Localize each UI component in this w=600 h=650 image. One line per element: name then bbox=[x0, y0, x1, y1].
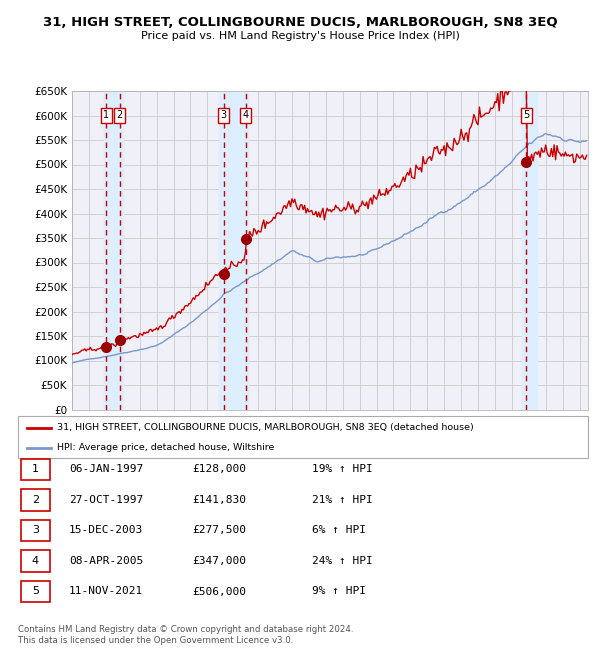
Text: 2: 2 bbox=[32, 495, 39, 505]
Text: 15-DEC-2003: 15-DEC-2003 bbox=[69, 525, 143, 536]
Text: 1: 1 bbox=[32, 464, 39, 474]
Text: 31, HIGH STREET, COLLINGBOURNE DUCIS, MARLBOROUGH, SN8 3EQ (detached house): 31, HIGH STREET, COLLINGBOURNE DUCIS, MA… bbox=[57, 423, 474, 432]
Text: 1: 1 bbox=[103, 111, 109, 120]
Text: 24% ↑ HPI: 24% ↑ HPI bbox=[312, 556, 373, 566]
Text: 2: 2 bbox=[116, 111, 123, 120]
Text: £128,000: £128,000 bbox=[192, 464, 246, 474]
Text: 21% ↑ HPI: 21% ↑ HPI bbox=[312, 495, 373, 505]
Text: 08-APR-2005: 08-APR-2005 bbox=[69, 556, 143, 566]
Text: 9% ↑ HPI: 9% ↑ HPI bbox=[312, 586, 366, 597]
Text: 4: 4 bbox=[242, 111, 249, 120]
Text: 06-JAN-1997: 06-JAN-1997 bbox=[69, 464, 143, 474]
Text: 11-NOV-2021: 11-NOV-2021 bbox=[69, 586, 143, 597]
Text: £506,000: £506,000 bbox=[192, 586, 246, 597]
Text: Contains HM Land Registry data © Crown copyright and database right 2024.
This d: Contains HM Land Registry data © Crown c… bbox=[18, 625, 353, 645]
Text: £347,000: £347,000 bbox=[192, 556, 246, 566]
Text: 5: 5 bbox=[523, 111, 530, 120]
Text: 3: 3 bbox=[32, 525, 39, 536]
Text: 3: 3 bbox=[220, 111, 227, 120]
Bar bbox=[104, 91, 123, 410]
Text: 6% ↑ HPI: 6% ↑ HPI bbox=[312, 525, 366, 536]
Text: HPI: Average price, detached house, Wiltshire: HPI: Average price, detached house, Wilt… bbox=[57, 443, 274, 452]
Text: 27-OCT-1997: 27-OCT-1997 bbox=[69, 495, 143, 505]
Text: 5: 5 bbox=[32, 586, 39, 597]
Text: £277,500: £277,500 bbox=[192, 525, 246, 536]
Text: 19% ↑ HPI: 19% ↑ HPI bbox=[312, 464, 373, 474]
Text: 4: 4 bbox=[32, 556, 39, 566]
Text: £141,830: £141,830 bbox=[192, 495, 246, 505]
Text: 31, HIGH STREET, COLLINGBOURNE DUCIS, MARLBOROUGH, SN8 3EQ: 31, HIGH STREET, COLLINGBOURNE DUCIS, MA… bbox=[43, 16, 557, 29]
Text: Price paid vs. HM Land Registry's House Price Index (HPI): Price paid vs. HM Land Registry's House … bbox=[140, 31, 460, 41]
Bar bbox=[522, 91, 537, 410]
Bar bbox=[219, 91, 248, 410]
